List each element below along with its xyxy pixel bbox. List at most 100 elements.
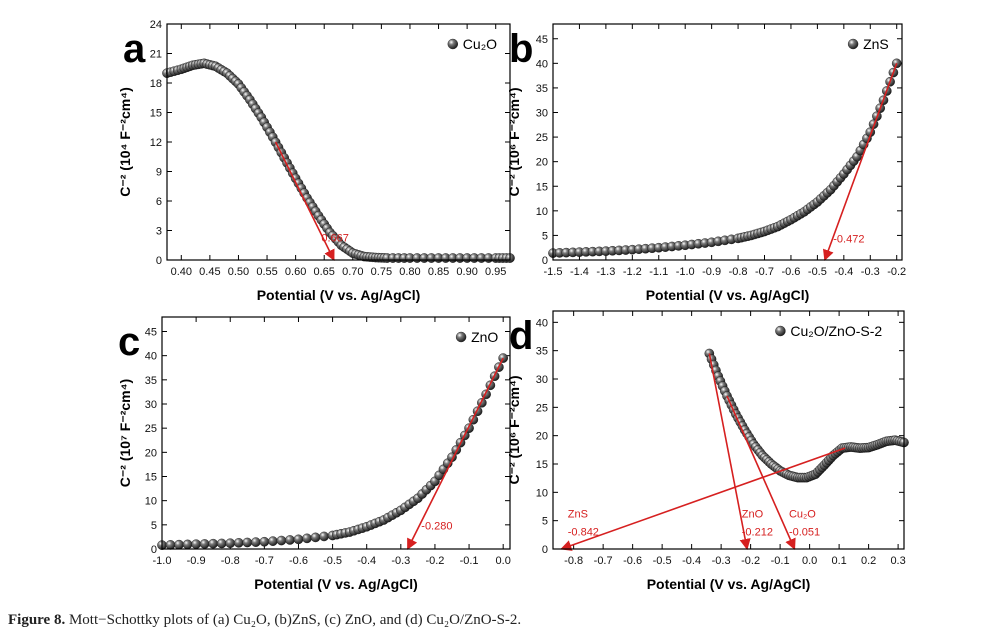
x-tick-label: -0.8 xyxy=(221,555,240,567)
y-tick-label: 10 xyxy=(145,496,157,508)
x-tick-label: -0.5 xyxy=(808,266,827,278)
x-tick-label: 0.0 xyxy=(802,555,817,567)
x-tick-label: 0.2 xyxy=(861,555,876,567)
legend-label: Cu₂O/ZnO-S-2 xyxy=(790,323,882,339)
x-tick-label: 0.55 xyxy=(256,266,277,278)
y-tick-label: 30 xyxy=(536,374,548,386)
intercept-annotation: -0.280 xyxy=(421,521,452,533)
y-tick-label: 24 xyxy=(150,19,162,31)
y-tick-label: 0 xyxy=(542,255,548,267)
x-tick-label: -0.2 xyxy=(887,266,906,278)
y-tick-label: 5 xyxy=(151,520,157,532)
plot-frame xyxy=(552,23,903,261)
x-tick-label: 0.65 xyxy=(313,266,334,278)
data-point xyxy=(216,538,227,549)
x-tick-label: 0.1 xyxy=(831,555,846,567)
data-point xyxy=(208,538,218,549)
fit-line xyxy=(560,447,846,551)
legend-marker xyxy=(455,331,467,343)
y-tick-label: 10 xyxy=(536,206,548,218)
x-tick-label: 0.50 xyxy=(228,266,249,278)
panel-letter: b xyxy=(509,27,533,71)
x-tick-label: -0.7 xyxy=(755,266,774,278)
intercept-annotation: -0.212 xyxy=(742,526,773,538)
data-point xyxy=(268,536,278,546)
y-tick-label: 15 xyxy=(536,181,548,193)
y-tick-label: 40 xyxy=(536,317,548,329)
x-tick-label: -0.4 xyxy=(834,266,853,278)
x-tick-label: 0.45 xyxy=(199,266,220,278)
x-tick-label: -0.7 xyxy=(594,555,613,567)
y-tick-label: 20 xyxy=(536,157,548,169)
y-tick-label: 0 xyxy=(151,544,157,556)
x-axis-title: Potential (V vs. Ag/AgCl) xyxy=(646,287,810,303)
x-tick-label: -1.0 xyxy=(153,555,172,567)
x-tick-label: -0.8 xyxy=(564,555,583,567)
fit-line xyxy=(726,395,796,551)
x-tick-label: -0.2 xyxy=(741,555,760,567)
legend-label: ZnO xyxy=(471,329,498,345)
y-tick-label: 35 xyxy=(536,83,548,95)
x-tick-label: -1.2 xyxy=(623,266,642,278)
y-tick-label: 18 xyxy=(150,78,162,90)
intercept-annotation: 0.667 xyxy=(321,232,349,244)
x-tick-label: 0.75 xyxy=(371,266,392,278)
y-tick-label: 45 xyxy=(145,327,157,339)
data-point xyxy=(174,539,184,550)
x-tick-label: -0.6 xyxy=(289,555,308,567)
data-point xyxy=(233,538,244,548)
figure-caption: Figure 8. Mott−Schottky plots of (a) Cu₂… xyxy=(8,612,984,629)
x-tick-label: -0.9 xyxy=(187,555,206,567)
data-point xyxy=(891,58,902,69)
data-point xyxy=(191,539,201,549)
x-tick-label: 0.70 xyxy=(342,266,363,278)
x-tick-label: -0.5 xyxy=(653,555,672,567)
data-point xyxy=(242,537,253,548)
caption-label: Figure 8. xyxy=(8,612,66,628)
x-tick-label: -0.4 xyxy=(682,555,701,567)
data-point xyxy=(199,539,210,549)
y-axis-title: C⁻² (10⁶ F⁻²cm⁴) xyxy=(506,87,522,196)
x-tick-label: -1.0 xyxy=(676,266,695,278)
y-tick-label: 30 xyxy=(145,399,157,411)
x-tick-label: -0.9 xyxy=(702,266,721,278)
intercept-annotation: -0.842 xyxy=(568,526,599,538)
intercept-annotation: ZnO xyxy=(742,508,764,520)
panel-a: 0.40 0.45 0.50 0.55 0.60 0.65 0.70 0.75 0.80 0.85… xyxy=(117,19,515,303)
x-tick-label: -1.4 xyxy=(570,266,589,278)
x-tick-label: -0.6 xyxy=(781,266,800,278)
legend-marker xyxy=(847,38,859,50)
x-tick-label: -0.8 xyxy=(729,266,748,278)
panel-letter: a xyxy=(123,27,146,71)
fit-line xyxy=(406,357,504,551)
y-tick-label: 5 xyxy=(542,230,548,242)
y-tick-label: 40 xyxy=(145,351,157,363)
x-tick-label: -0.3 xyxy=(712,555,731,567)
y-axis-title: C⁻² (10⁴ F⁻²cm⁴) xyxy=(117,87,133,197)
legend-marker xyxy=(775,325,786,337)
x-tick-label: -1.3 xyxy=(596,266,615,278)
legend-label: ZnS xyxy=(863,36,889,52)
fit-line xyxy=(708,353,751,551)
y-tick-label: 21 xyxy=(150,49,162,61)
x-axis-title: Potential (V vs. Ag/AgCl) xyxy=(257,287,421,303)
data-point xyxy=(276,535,287,546)
x-tick-label: 0.0 xyxy=(496,555,511,567)
y-tick-label: 35 xyxy=(145,375,157,387)
x-tick-label: 0.80 xyxy=(399,266,420,278)
x-tick-label: -1.1 xyxy=(649,266,668,278)
panel-c: -1.0 -0.9 -0.8 -0.7 -0.6 -0.5 -0.4 -0.3 -0.2 -0.1… xyxy=(117,316,511,592)
data-point xyxy=(293,534,304,545)
x-tick-label: -0.3 xyxy=(861,266,880,278)
intercept-annotation: Cu₂O xyxy=(789,508,816,520)
y-tick-label: 0 xyxy=(156,255,162,267)
x-tick-label: -0.1 xyxy=(771,555,790,567)
data-point xyxy=(310,532,321,543)
y-tick-label: 10 xyxy=(536,487,548,499)
data-point xyxy=(251,537,261,547)
mott-schottky-figure: 0.40 0.45 0.50 0.55 0.60 0.65 0.70 0.75 0.80 0.85… xyxy=(117,19,909,592)
y-tick-label: 40 xyxy=(536,58,548,70)
x-tick-label: 0.60 xyxy=(285,266,306,278)
x-axis-title: Potential (V vs. Ag/AgCl) xyxy=(254,576,418,592)
y-tick-label: 20 xyxy=(145,447,157,459)
